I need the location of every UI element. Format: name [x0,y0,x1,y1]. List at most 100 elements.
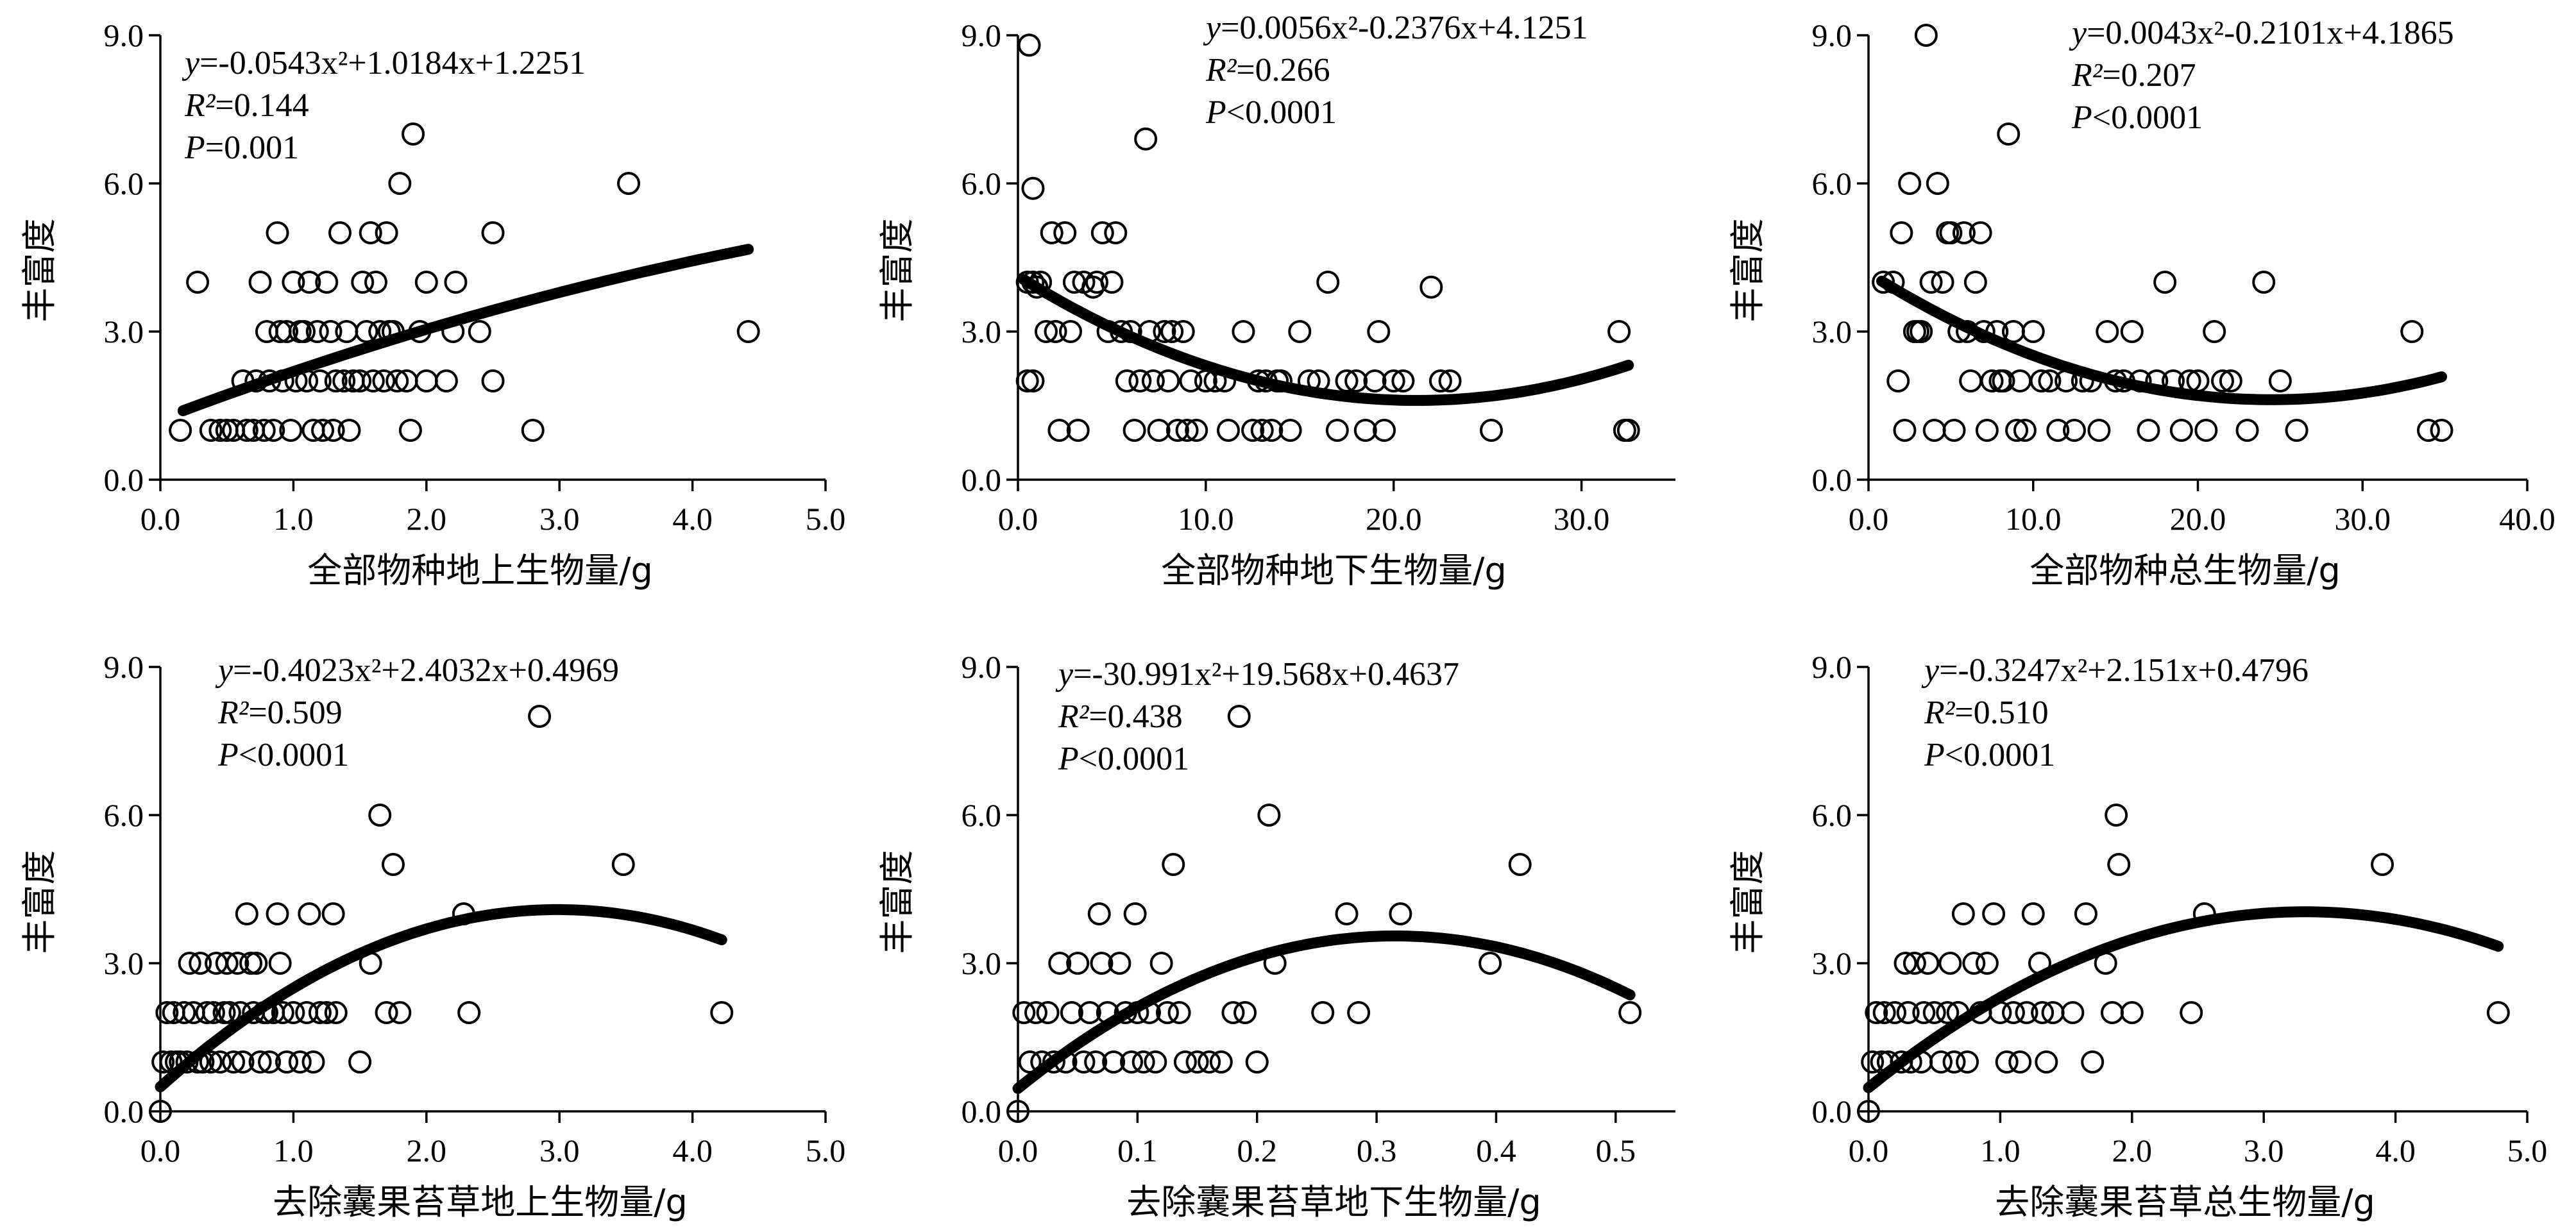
y-tick-label: 3.0 [1812,314,1852,350]
data-point [301,1050,325,1074]
equation-rhs: =-0.3247x²+2.151x+0.4796 [1939,652,2309,689]
r-squared-value: =0.510 [1954,695,2048,731]
data-point [1153,320,1176,343]
x-tick-label: 4.0 [672,501,713,537]
data-point [1233,1001,1257,1024]
data-point [521,419,545,442]
data-point [319,320,343,343]
data-point [1221,1001,1245,1024]
data-point [1335,902,1359,925]
data-point [1992,369,2015,392]
data-point [1034,320,1058,343]
data-point [1916,952,1940,975]
data-point [1021,369,1045,392]
data-point [414,271,438,294]
p-value-label: P [2071,99,2092,136]
fit-curve [177,244,754,416]
data-point [1104,221,1128,244]
data-point [1942,1050,1966,1074]
y-tick-label: 0.0 [104,462,144,498]
data-point [271,1001,294,1024]
y-tick-label: 0.0 [962,462,1002,498]
data-point [1931,271,1954,294]
x-axis-title: 全部物种地上生物量/g [307,550,652,591]
data-point [1919,271,1943,294]
x-tick-label: 10.0 [2005,501,2062,537]
data-point [308,369,332,392]
x-tick-label: 1.0 [1980,1133,2021,1168]
data-point [2046,419,2070,442]
data-point [2430,419,2453,442]
p-value: P<0.0001 [2071,99,2203,136]
data-point [1278,419,1302,442]
data-point [1912,1001,1936,1024]
data-point [348,369,372,392]
y-tick-label: 3.0 [1812,945,1852,981]
data-point [611,853,635,876]
data-point [1363,369,1387,392]
data-point [248,1050,272,1074]
data-point [1419,275,1443,299]
data-point [2105,804,2128,827]
y-axis-title: 丰富度 [1727,219,1768,323]
data-point [2100,1001,2124,1024]
x-tick-label: 4.0 [2375,1133,2416,1168]
r-squared-label: R² [1205,52,1237,88]
data-point [1861,1050,1885,1074]
data-point [1048,952,1072,975]
data-point [279,419,303,442]
data-point [195,1001,219,1024]
x-tick-label: 0.0 [1849,1133,1889,1168]
p-value-label: P [217,737,239,773]
p-value-label: P [184,130,205,166]
p-value-value: =0.001 [205,130,299,166]
data-point [321,902,345,925]
data-point [1951,902,1975,925]
y-axis-title: 丰富度 [19,850,60,954]
data-point [1898,172,1922,195]
data-point [151,1050,175,1074]
y-tick-label: 0.0 [104,1093,144,1129]
data-point [1149,952,1173,975]
panel-4: 0.0 3.0 6.0 9.0 0.0 1.0 2.0 3.0 4.0 5.0 去除囊果苔草地上生物… [19,649,845,1222]
data-point [1040,221,1063,244]
data-point [208,419,232,442]
x-tick-label: 20.0 [2170,501,2226,537]
panel-5: 0.0 3.0 6.0 9.0 0.0 0.1 0.2 0.3 0.4 0.5 去除囊果苔草地下生物… [877,649,1675,1222]
data-point [262,419,285,442]
data-point [1936,1001,1960,1024]
x-tick-label: 30.0 [1554,501,1610,537]
fit-curve [155,904,727,1093]
data-point [1618,1001,1642,1024]
data-point [386,369,409,392]
data-point [1144,1050,1167,1074]
data-point [1123,902,1147,925]
r-squared-label: R² [1924,695,1956,731]
data-point [1922,1001,1946,1024]
data-point [332,369,356,392]
y-tick-label: 0.0 [1812,462,1852,498]
data-point [2203,320,2226,343]
data-point [2107,853,2131,876]
data-point [1241,419,1265,442]
x-tick-label: 40.0 [2499,501,2555,537]
y-axis-title: 丰富度 [19,219,60,323]
data-point [178,952,201,975]
data-point [1165,419,1189,442]
data-point [1017,33,1041,57]
x-axis-title: 全部物种地下生物量/g [1161,550,1506,591]
x-tick-label: 2.0 [2112,1133,2153,1168]
data-point [1962,952,1986,975]
data-point [1938,952,1962,975]
data-point [2219,369,2242,392]
data-point [1185,1050,1209,1074]
data-point [1325,419,1349,442]
data-point [1128,369,1152,392]
data-point [1090,221,1114,244]
data-point [1956,1050,1979,1074]
data-point [2235,419,2259,442]
data-point [375,1001,398,1024]
data-point [361,369,385,392]
r-squared-value: =0.207 [2102,57,2196,94]
x-tick-label: 30.0 [2335,501,2391,537]
